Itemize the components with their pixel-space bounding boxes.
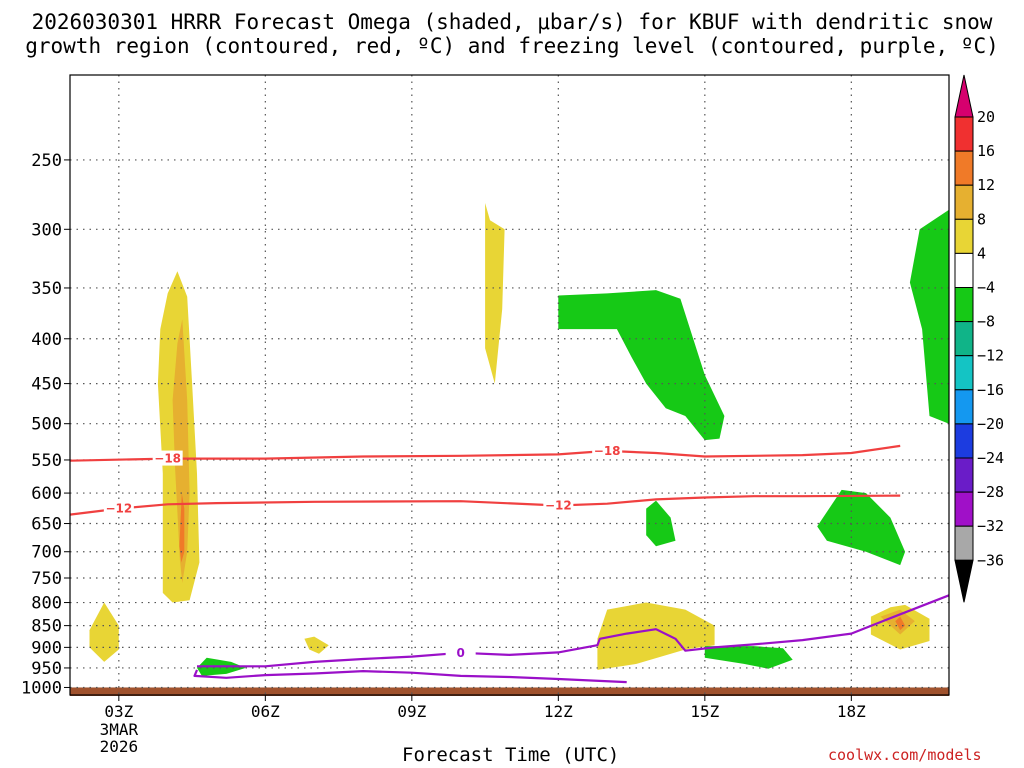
omega-region-6: [597, 602, 715, 670]
chart-title-line-1: 2026030301 HRRR Forecast Omega (shaded, …: [31, 10, 993, 34]
colorbar-segment-6: [954, 321, 974, 357]
y-tick-label-300: 300: [31, 220, 62, 240]
colorbar-label-13: −36: [977, 551, 1004, 569]
omega-region-5: [304, 636, 329, 654]
y-tick-label-700: 700: [31, 543, 62, 563]
y-tick-label-1000: 1000: [21, 678, 62, 698]
colorbar-segment-11: [954, 491, 974, 527]
grid: [70, 75, 949, 695]
contours: −18 −18 −12 −12 0: [69, 442, 950, 684]
dendritic-line-0: [69, 444, 901, 462]
colorbar-bottom-triangle: [954, 559, 974, 603]
colorbar: 20 16 12 8 4 −4 −8 −12 −16 −20 −24 −28 −32 −36: [954, 74, 1004, 603]
x-tick-label-18Z: 18Z: [837, 702, 866, 721]
colorbar-segment-10: [954, 457, 974, 493]
colorbar-label-7: −12: [977, 347, 1004, 365]
colorbar-label-2: 12: [977, 176, 995, 194]
colorbar-label-5: −4: [977, 279, 995, 297]
colorbar-segment-2: [954, 184, 974, 220]
omega-region-11: [646, 500, 676, 547]
ground-layer: [70, 687, 949, 696]
chart-title-line-2: growth region (contoured, red, ºC) and f…: [25, 34, 999, 58]
omega-region-9: [895, 616, 906, 631]
y-tick-label-400: 400: [31, 330, 62, 350]
y-tick-label-500: 500: [31, 415, 62, 435]
x-tick-label-06Z: 06Z: [251, 702, 280, 721]
y-tick-label-450: 450: [31, 375, 62, 395]
credit-text: coolwx.com/models: [828, 746, 982, 764]
omega-region-4: [89, 602, 119, 662]
colorbar-label-6: −8: [977, 313, 995, 331]
omega-region-3: [485, 203, 505, 384]
colorbar-label-10: −24: [977, 449, 1004, 467]
y-tick-label-550: 550: [31, 451, 62, 471]
y-tick-label-750: 750: [31, 569, 62, 589]
colorbar-segment-7: [954, 355, 974, 391]
x-tick-label-15Z: 15Z: [690, 702, 719, 721]
x-tick-sublabel-0: 3MAR: [100, 720, 139, 739]
colorbar-label-4: 4: [977, 244, 986, 262]
colorbar-label-8: −16: [977, 381, 1004, 399]
x-tick-label-09Z: 09Z: [397, 702, 426, 721]
freezing-label-bg-0-0: [445, 644, 476, 660]
ground-fill: [70, 687, 949, 696]
y-tick-label-950: 950: [31, 659, 62, 679]
y-tick-label-850: 850: [31, 617, 62, 637]
colorbar-label-12: −32: [977, 517, 1004, 535]
omega-region-2: [179, 493, 185, 563]
freezing-label-0-0: 0: [456, 646, 464, 660]
colorbar-top-triangle: [954, 74, 974, 118]
colorbar-segment-3: [954, 218, 974, 254]
colorbar-segment-12: [954, 525, 974, 561]
colorbar-segment-0: [954, 116, 974, 152]
omega-region-14: [704, 646, 793, 669]
colorbar-label-9: −20: [977, 415, 1004, 433]
omega-shading: [89, 203, 949, 676]
y-tick-label-650: 650: [31, 515, 62, 535]
y-tick-label-800: 800: [31, 594, 62, 614]
colorbar-label-11: −28: [977, 483, 1004, 501]
omega-region-12: [817, 489, 906, 566]
freezing-line-0: [197, 594, 950, 668]
x-tick-label-03Z: 03Z: [104, 702, 133, 721]
dendritic-label-1-1: −12: [545, 499, 572, 513]
dendritic-label-bg-0-1: [592, 442, 623, 458]
colorbar-label-1: 16: [977, 142, 995, 160]
y-tick-label-350: 350: [31, 279, 62, 299]
dendritic-label-1-0: −12: [105, 502, 132, 516]
colorbar-segment-4: [954, 252, 974, 288]
y-tick-label-600: 600: [31, 484, 62, 504]
dendritic-label-0-0: −18: [154, 452, 181, 466]
colorbar-segment-9: [954, 423, 974, 459]
y-tick-label-900: 900: [31, 638, 62, 658]
x-axis-label: Forecast Time (UTC): [402, 744, 620, 766]
freezing-line-1: [193, 669, 627, 684]
omega-region-13: [909, 209, 949, 424]
dendritic-label-0-1: −18: [594, 444, 621, 458]
omega-region-10: [558, 290, 725, 441]
colorbar-label-0: 20: [977, 108, 995, 126]
dendritic-label-bg-1-0: [103, 500, 134, 516]
y-axis: 2503003504004505005506006507007508008509…: [21, 151, 70, 698]
colorbar-segment-8: [954, 389, 974, 425]
colorbar-label-3: 8: [977, 210, 986, 228]
x-tick-label-12Z: 12Z: [544, 702, 573, 721]
dendritic-label-bg-0-0: [152, 450, 183, 466]
colorbar-segment-1: [954, 150, 974, 186]
colorbar-segment-5: [954, 287, 974, 323]
y-tick-label-250: 250: [31, 151, 62, 171]
plot-frame: [69, 74, 950, 696]
dendritic-label-bg-1-1: [543, 497, 574, 513]
x-tick-sublabel-1: 2026: [100, 737, 139, 756]
